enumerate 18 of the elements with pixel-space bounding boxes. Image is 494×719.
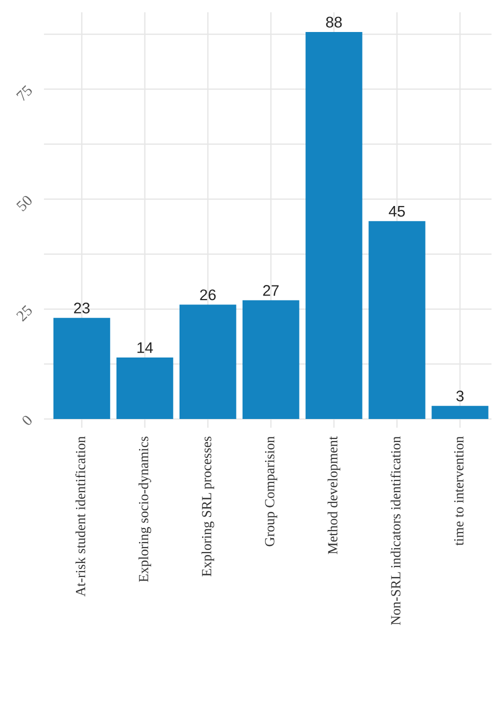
y-tick-label: 50 xyxy=(16,194,34,212)
x-tick-label: Non-SRL indicators identification xyxy=(390,436,400,625)
x-tick-label: Exploring socio-dynamics xyxy=(138,436,152,582)
data-label: 23 xyxy=(74,302,90,314)
x-tick-label: Group Comparision xyxy=(265,436,278,546)
x-tick-label: Exploring SRL processes xyxy=(202,436,214,576)
data-label: 88 xyxy=(326,16,342,28)
data-label: 3 xyxy=(456,390,464,402)
data-label: 26 xyxy=(200,289,216,300)
y-tick-label: 75 xyxy=(16,84,34,102)
data-label: 14 xyxy=(137,342,153,353)
y-tick-label: 0 xyxy=(21,414,34,426)
data-label: 27 xyxy=(263,285,279,296)
data-label: 45 xyxy=(388,206,405,217)
y-tick-label: 25 xyxy=(16,304,34,322)
x-tick-label: At-risk student identification xyxy=(75,436,86,596)
x-tick-label: time to intervention xyxy=(454,436,464,546)
x-tick-label: Method development xyxy=(328,436,340,554)
